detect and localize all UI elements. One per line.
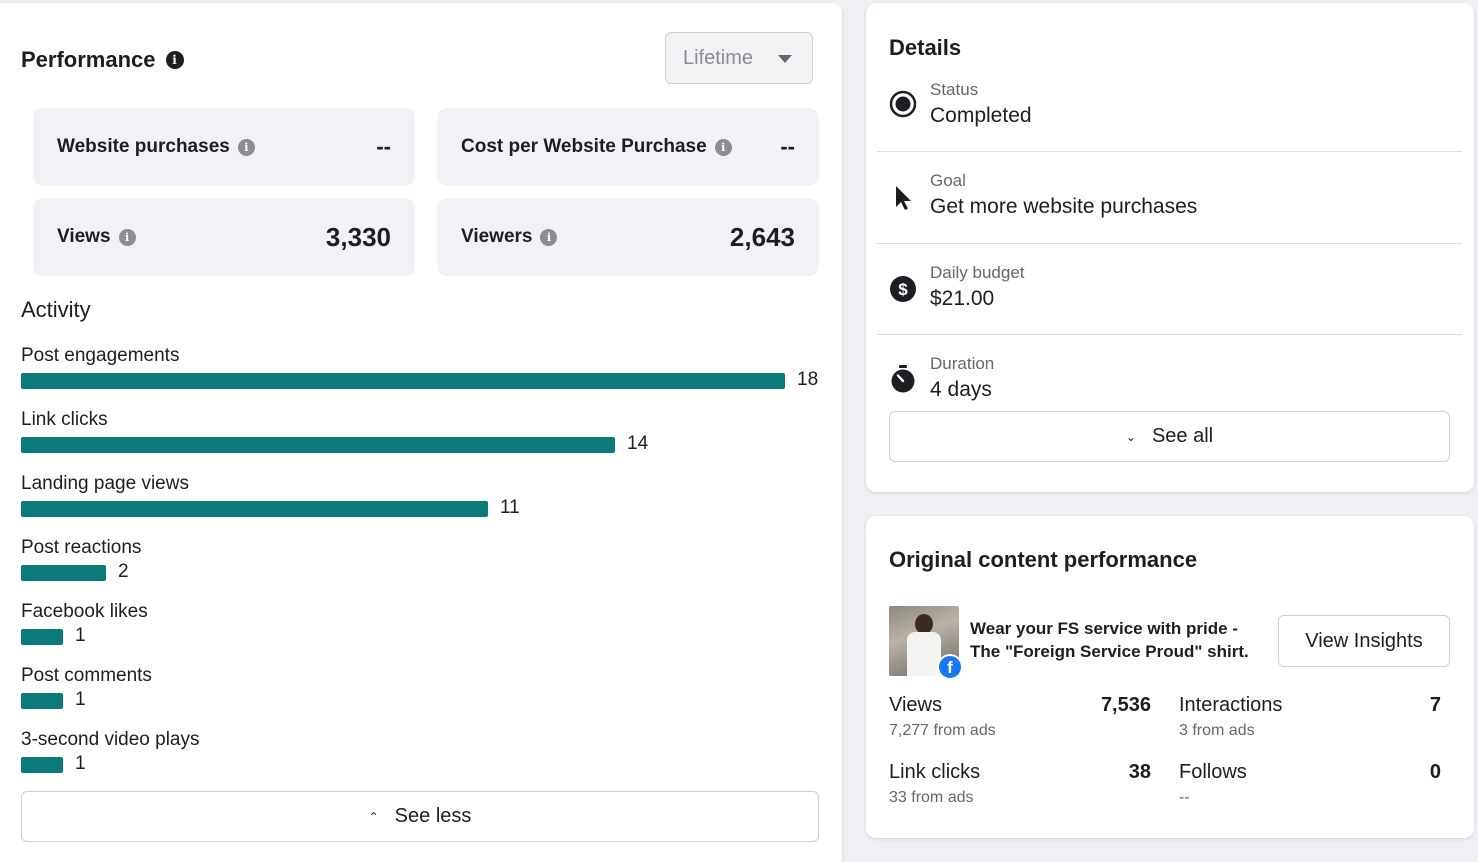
activity-value: 2 <box>118 561 129 582</box>
activity-row: Post engagements 18 <box>21 345 821 407</box>
info-icon[interactable]: i <box>165 51 184 69</box>
activity-label: Facebook likes <box>21 601 148 622</box>
radio-selected-icon <box>889 90 917 118</box>
detail-duration: Duration 4 days <box>877 354 1462 414</box>
thumbnail-person-head <box>915 614 933 634</box>
svg-text:$: $ <box>898 280 908 299</box>
activity-label: Post engagements <box>21 345 180 366</box>
details-title: Details <box>889 35 962 60</box>
post-thumbnail[interactable]: f <box>889 606 963 680</box>
performance-title: Performance i <box>21 47 184 73</box>
activity-value: 1 <box>75 689 86 710</box>
activity-value: 18 <box>797 369 819 390</box>
activity-bar <box>21 501 488 517</box>
caret-down-icon <box>778 55 792 63</box>
stopwatch-icon <box>891 365 915 393</box>
chevron-down-icon: ⌄ <box>1125 429 1136 444</box>
original-content-title: Original content performance <box>889 547 1198 572</box>
info-icon[interactable]: i <box>714 138 732 156</box>
activity-row: Post comments 1 <box>21 665 821 727</box>
dollar-circle-icon: $ <box>890 276 916 302</box>
see-all-button[interactable]: ⌄ See all <box>889 411 1450 462</box>
activity-row: 3-second video plays 1 <box>21 729 821 791</box>
chevron-up-icon: ⌃ <box>368 809 379 824</box>
original-content-card: Original content performance f Wear your… <box>866 516 1474 838</box>
activity-bar <box>21 693 63 709</box>
performance-card: Performance i Lifetime Website purchases… <box>0 3 842 862</box>
stat-views: Views 7,536 7,277 from ads <box>889 694 1151 739</box>
see-less-button[interactable]: ⌃ See less <box>21 791 819 842</box>
info-icon[interactable]: i <box>237 138 255 156</box>
activity-value: 14 <box>627 433 649 454</box>
activity-title: Activity <box>21 297 91 322</box>
activity-label: Landing page views <box>21 473 189 494</box>
details-card: Details Status Completed Goal Get more w… <box>866 3 1474 492</box>
info-icon[interactable]: i <box>118 228 136 246</box>
date-range-dropdown[interactable]: Lifetime <box>665 32 813 84</box>
activity-label: Post comments <box>21 665 152 686</box>
activity-bar <box>21 437 615 453</box>
activity-value: 1 <box>75 753 86 774</box>
activity-row: Link clicks 14 <box>21 409 821 471</box>
activity-label: Post reactions <box>21 537 142 558</box>
metric-views: Views i 3,330 <box>33 198 415 276</box>
activity-bar <box>21 565 106 581</box>
detail-goal: Goal Get more website purchases <box>877 171 1462 244</box>
thumbnail-person-shirt <box>907 632 941 676</box>
stat-follows: Follows 0 -- <box>1179 761 1441 806</box>
metric-viewers: Viewers i 2,643 <box>437 198 819 276</box>
activity-label: Link clicks <box>21 409 108 430</box>
activity-bar <box>21 629 63 645</box>
activity-row: Facebook likes 1 <box>21 601 821 663</box>
facebook-icon: f <box>937 654 963 680</box>
activity-bar <box>21 757 63 773</box>
stat-link-clicks: Link clicks 38 33 from ads <box>889 761 1151 806</box>
activity-row: Post reactions 2 <box>21 537 821 599</box>
stat-interactions: Interactions 7 3 from ads <box>1179 694 1441 739</box>
activity-label: 3-second video plays <box>21 729 200 750</box>
activity-value: 1 <box>75 625 86 646</box>
info-icon[interactable]: i <box>540 228 558 246</box>
metric-cost-per-purchase: Cost per Website Purchase i -- <box>437 108 819 186</box>
cursor-pointer-icon <box>896 186 911 210</box>
view-insights-button[interactable]: View Insights <box>1278 615 1450 667</box>
activity-bar <box>21 373 785 389</box>
detail-daily-budget: $ Daily budget $21.00 <box>877 263 1462 335</box>
post-caption: Wear your FS service with pride - The "F… <box>970 619 1249 661</box>
activity-row: Landing page views 11 <box>21 473 821 535</box>
activity-value: 11 <box>500 497 520 518</box>
detail-status: Status Completed <box>877 80 1462 152</box>
metric-website-purchases: Website purchases i -- <box>33 108 415 186</box>
